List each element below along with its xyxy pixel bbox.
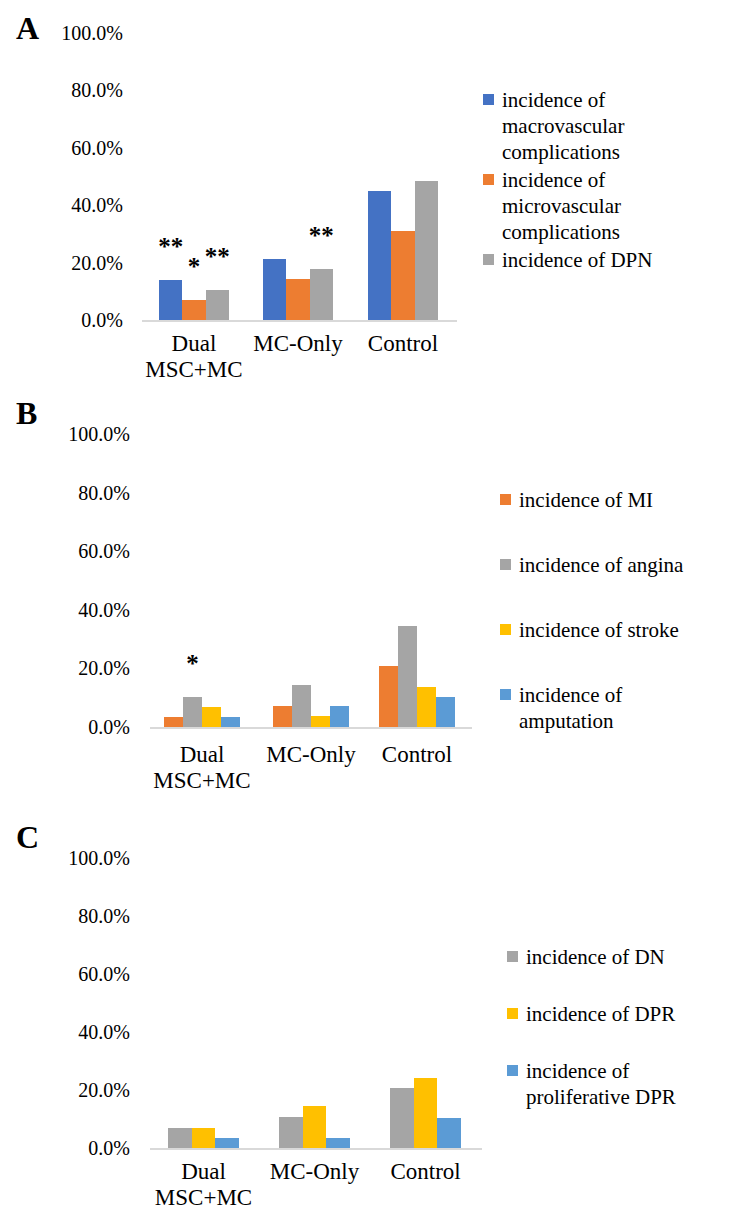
legend-item-b-2: incidence of stroke xyxy=(500,617,683,643)
legend-label: incidence of MI xyxy=(519,487,653,513)
legend-label: incidence ofproliferative DPR xyxy=(526,1058,676,1110)
legend-label: incidence of DN xyxy=(526,944,665,970)
category-label-control: Control xyxy=(347,742,487,768)
bar-c-mc-only-s2 xyxy=(326,1138,350,1148)
legend-item-c-2: incidence ofproliferative DPR xyxy=(507,1058,676,1110)
bar-c-mc-only-s1 xyxy=(303,1106,327,1148)
significance-marker: ** xyxy=(158,234,183,260)
y-axis-tick-label: 80.0% xyxy=(0,903,130,929)
y-axis-tick-label: 60.0% xyxy=(0,961,130,987)
bar-a-mc-only-s2 xyxy=(310,269,333,320)
y-axis-tick-label: 60.0% xyxy=(0,538,130,564)
y-axis-tick-label: 40.0% xyxy=(0,1019,130,1045)
bar-c-control-s0 xyxy=(390,1088,414,1148)
y-axis-tick-label: 20.0% xyxy=(0,1077,130,1103)
y-axis-tick-label: 0.0% xyxy=(0,307,123,333)
y-axis-tick-label: 0.0% xyxy=(0,714,130,740)
bar-c-control-s1 xyxy=(414,1078,438,1148)
x-axis-line xyxy=(142,320,457,322)
legend-label: incidence ofamputation xyxy=(519,682,622,734)
panel-c-dn-dpr-chart: C0.0%20.0%40.0%60.0%80.0%100.0%DualMSC+M… xyxy=(0,800,744,1218)
legend-label: incidence of DPR xyxy=(526,1001,675,1027)
legend-b: incidence of MI incidence of angina incide… xyxy=(500,487,683,734)
bar-a-control-s1 xyxy=(391,231,414,320)
bar-b-control-s1 xyxy=(398,626,417,727)
y-axis-tick-label: 100.0% xyxy=(0,421,130,447)
legend-swatch-icon xyxy=(507,1008,518,1019)
bar-c-dual-msc+mc-s0 xyxy=(168,1128,192,1148)
y-axis-tick-label: 20.0% xyxy=(0,250,123,276)
legend-item-a-2: incidence of DPN xyxy=(483,247,652,273)
bar-b-dual-msc+mc-s0 xyxy=(164,717,183,727)
bar-c-control-s2 xyxy=(437,1118,461,1148)
legend-swatch-icon xyxy=(483,94,494,105)
y-axis-tick-label: 80.0% xyxy=(0,77,123,103)
bar-a-control-s2 xyxy=(415,181,438,320)
y-axis-tick-label: 60.0% xyxy=(0,135,123,161)
x-axis-line xyxy=(150,727,472,729)
y-axis-tick-label: 40.0% xyxy=(0,192,123,218)
bar-a-dual-msc+mc-s0 xyxy=(159,280,182,320)
bar-b-control-s0 xyxy=(379,666,398,727)
legend-label: incidence of DPN xyxy=(502,247,652,273)
legend-a: incidence ofmacrovascularcomplicationsin… xyxy=(483,87,652,273)
bar-b-control-s2 xyxy=(417,687,436,727)
bar-b-dual-msc+mc-s2 xyxy=(202,707,221,727)
significance-marker: * xyxy=(186,651,199,677)
bar-a-dual-msc+mc-s2 xyxy=(206,290,229,320)
legend-swatch-icon xyxy=(483,254,494,265)
panel-b-mi-angina-stroke-amputation-chart: B0.0%20.0%40.0%60.0%80.0%100.0%DualMSC+M… xyxy=(0,395,744,800)
bar-a-mc-only-s1 xyxy=(286,279,309,320)
bar-b-mc-only-s3 xyxy=(330,706,349,727)
bar-b-mc-only-s0 xyxy=(273,706,292,727)
legend-item-b-1: incidence of angina xyxy=(500,552,683,578)
panel-a-macro-micro-dpn-chart: A0.0%20.0%40.0%60.0%80.0%100.0%DualMSC+M… xyxy=(0,0,744,395)
bar-c-mc-only-s0 xyxy=(279,1117,303,1148)
significance-marker: * xyxy=(188,254,201,280)
legend-item-c-0: incidence of DN xyxy=(507,944,676,970)
bar-a-dual-msc+mc-s1 xyxy=(182,300,205,320)
legend-label: incidence ofmicrovascularcomplications xyxy=(502,167,621,245)
legend-swatch-icon xyxy=(500,494,511,505)
category-label-control: Control xyxy=(333,331,473,357)
legend-item-c-1: incidence of DPR xyxy=(507,1001,676,1027)
y-axis-tick-label: 100.0% xyxy=(0,20,123,46)
y-axis-tick-label: 80.0% xyxy=(0,480,130,506)
legend-item-b-0: incidence of MI xyxy=(500,487,683,513)
bar-b-mc-only-s1 xyxy=(292,685,311,727)
bar-b-control-s3 xyxy=(436,697,455,727)
legend-swatch-icon xyxy=(507,1065,518,1076)
y-axis-tick-label: 0.0% xyxy=(0,1135,130,1161)
legend-label: incidence of stroke xyxy=(519,617,679,643)
bar-c-dual-msc+mc-s2 xyxy=(215,1138,239,1148)
legend-item-a-1: incidence ofmicrovascularcomplications xyxy=(483,167,652,245)
legend-swatch-icon xyxy=(500,689,511,700)
bar-a-control-s0 xyxy=(368,191,391,320)
legend-item-b-3: incidence ofamputation xyxy=(500,682,683,734)
bar-c-dual-msc+mc-s1 xyxy=(192,1128,216,1148)
figure: A0.0%20.0%40.0%60.0%80.0%100.0%DualMSC+M… xyxy=(0,0,744,1218)
legend-label: incidence ofmacrovascularcomplications xyxy=(502,87,624,165)
category-label-control: Control xyxy=(356,1159,496,1185)
legend-c: incidence of DN incidence of DPR incidence… xyxy=(507,944,676,1110)
bar-b-dual-msc+mc-s1 xyxy=(183,697,202,727)
y-axis-tick-label: 40.0% xyxy=(0,597,130,623)
bar-a-mc-only-s0 xyxy=(263,259,286,320)
legend-swatch-icon xyxy=(507,951,518,962)
significance-marker: ** xyxy=(309,223,334,249)
legend-item-a-0: incidence ofmacrovascularcomplications xyxy=(483,87,652,165)
legend-swatch-icon xyxy=(500,624,511,635)
significance-marker: ** xyxy=(205,244,230,270)
bar-b-mc-only-s2 xyxy=(311,716,330,727)
bar-b-dual-msc+mc-s3 xyxy=(221,717,240,727)
y-axis-tick-label: 20.0% xyxy=(0,655,130,681)
x-axis-line xyxy=(150,1148,482,1150)
y-axis-tick-label: 100.0% xyxy=(0,845,130,871)
legend-label: incidence of angina xyxy=(519,552,683,578)
legend-swatch-icon xyxy=(500,559,511,570)
legend-swatch-icon xyxy=(483,174,494,185)
